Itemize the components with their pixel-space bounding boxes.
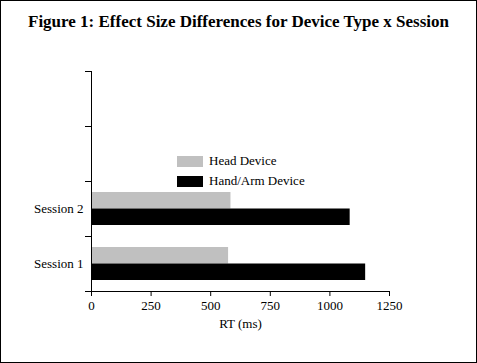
svg-text:1000: 1000 bbox=[317, 298, 343, 313]
svg-text:Session 1: Session 1 bbox=[34, 256, 83, 271]
svg-text:500: 500 bbox=[201, 298, 221, 313]
html-text:Figure 1: Effect Size Differen: Figure 1: Effect Size Differences for De… bbox=[28, 12, 449, 31]
svg-text:250: 250 bbox=[141, 298, 161, 313]
html-text:Head Device: Head Device bbox=[209, 153, 277, 168]
svg-text:RT (ms): RT (ms) bbox=[219, 316, 262, 331]
svg-text:0: 0 bbox=[88, 298, 95, 313]
html-text:Hand/Arm Device: Hand/Arm Device bbox=[209, 173, 305, 188]
svg-text:750: 750 bbox=[261, 298, 281, 313]
svg-text:Session 2: Session 2 bbox=[34, 201, 83, 216]
svg-text:1250: 1250 bbox=[377, 298, 403, 313]
